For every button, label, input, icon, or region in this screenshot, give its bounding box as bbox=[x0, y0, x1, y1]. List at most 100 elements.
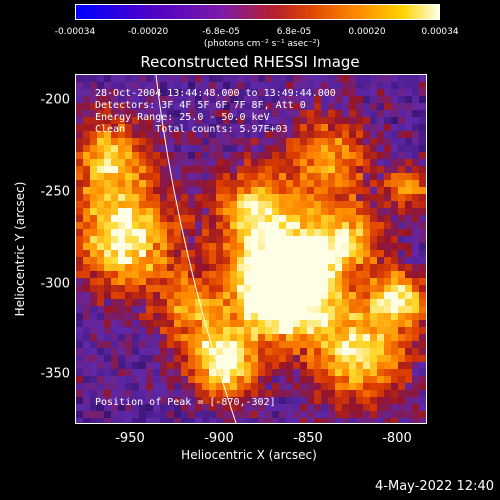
heatmap-cell bbox=[216, 411, 223, 418]
heatmap-cell bbox=[230, 215, 237, 222]
heatmap-cell bbox=[160, 411, 167, 418]
heatmap-cell bbox=[83, 103, 90, 110]
heatmap-cell bbox=[342, 166, 349, 173]
heatmap-cell bbox=[83, 166, 90, 173]
heatmap-cell bbox=[356, 124, 363, 131]
heatmap-cell bbox=[384, 278, 391, 285]
heatmap-cell bbox=[272, 355, 279, 362]
heatmap-cell bbox=[104, 173, 111, 180]
heatmap-cell bbox=[349, 264, 356, 271]
heatmap-cell bbox=[244, 103, 251, 110]
heatmap-cell bbox=[272, 145, 279, 152]
heatmap-cell bbox=[125, 229, 132, 236]
heatmap-cell bbox=[83, 201, 90, 208]
heatmap-cell bbox=[321, 243, 328, 250]
heatmap-cell bbox=[328, 152, 335, 159]
heatmap-cell bbox=[244, 124, 251, 131]
heatmap-cell bbox=[202, 278, 209, 285]
heatmap-cell bbox=[321, 369, 328, 376]
heatmap-cell bbox=[76, 299, 83, 306]
heatmap-cell bbox=[272, 215, 279, 222]
heatmap-cell bbox=[335, 96, 342, 103]
heatmap-cell bbox=[153, 243, 160, 250]
heatmap-cell bbox=[391, 278, 398, 285]
info-time: 28-Oct-2004 13:44:48.000 to 13:49:44.000 bbox=[95, 88, 336, 99]
heatmap-cell bbox=[405, 264, 412, 271]
heatmap-cell bbox=[244, 355, 251, 362]
heatmap-cell bbox=[405, 131, 412, 138]
heatmap-cell bbox=[132, 117, 139, 124]
heatmap-cell bbox=[202, 355, 209, 362]
heatmap-cell bbox=[244, 82, 251, 89]
heatmap-cell bbox=[104, 229, 111, 236]
heatmap-cell bbox=[244, 117, 251, 124]
heatmap-cell bbox=[195, 418, 202, 423]
heatmap-cell bbox=[181, 180, 188, 187]
heatmap-cell bbox=[412, 278, 419, 285]
heatmap-cell bbox=[293, 355, 300, 362]
heatmap-cell bbox=[412, 327, 419, 334]
heatmap-cell bbox=[174, 271, 181, 278]
heatmap-cell bbox=[174, 222, 181, 229]
heatmap-cell bbox=[377, 180, 384, 187]
heatmap-cell bbox=[174, 89, 181, 96]
heatmap-cell bbox=[146, 201, 153, 208]
heatmap-cell bbox=[335, 89, 342, 96]
heatmap-cell bbox=[76, 320, 83, 327]
heatmap-cell bbox=[370, 110, 377, 117]
heatmap-cell bbox=[293, 257, 300, 264]
heatmap-cell bbox=[139, 257, 146, 264]
heatmap-cell bbox=[349, 250, 356, 257]
heatmap-cell bbox=[398, 418, 405, 423]
heatmap-cell bbox=[314, 250, 321, 257]
heatmap-cell bbox=[90, 194, 97, 201]
heatmap-cell bbox=[237, 103, 244, 110]
heatmap-cell bbox=[146, 208, 153, 215]
heatmap-cell bbox=[202, 124, 209, 131]
heatmap-cell bbox=[174, 369, 181, 376]
heatmap-cell bbox=[97, 180, 104, 187]
heatmap-cell bbox=[258, 229, 265, 236]
heatmap-cell bbox=[314, 327, 321, 334]
heatmap-cell bbox=[335, 383, 342, 390]
heatmap-cell bbox=[188, 418, 195, 423]
heatmap-cell bbox=[342, 383, 349, 390]
heatmap-cell bbox=[328, 285, 335, 292]
heatmap-cell bbox=[300, 285, 307, 292]
heatmap-cell bbox=[272, 362, 279, 369]
heatmap-cell bbox=[405, 390, 412, 397]
heatmap-cell bbox=[209, 404, 216, 411]
heatmap-cell bbox=[251, 264, 258, 271]
heatmap-cell bbox=[335, 159, 342, 166]
heatmap-cell bbox=[97, 96, 104, 103]
heatmap-cell bbox=[349, 390, 356, 397]
heatmap-cell bbox=[286, 138, 293, 145]
heatmap-cell bbox=[132, 341, 139, 348]
heatmap-cell bbox=[195, 411, 202, 418]
heatmap-cell bbox=[125, 138, 132, 145]
heatmap-cell bbox=[314, 418, 321, 423]
heatmap-cell bbox=[286, 180, 293, 187]
heatmap-cell bbox=[384, 418, 391, 423]
heatmap-cell bbox=[195, 243, 202, 250]
heatmap-cell bbox=[237, 278, 244, 285]
info-energy: Energy Range: 25.0 - 50.0 keV bbox=[95, 112, 270, 123]
heatmap-cell bbox=[132, 390, 139, 397]
heatmap-cell bbox=[153, 208, 160, 215]
heatmap-cell bbox=[300, 341, 307, 348]
heatmap-cell bbox=[188, 250, 195, 257]
heatmap-cell bbox=[412, 369, 419, 376]
heatmap-cell bbox=[356, 320, 363, 327]
heatmap-cell bbox=[132, 82, 139, 89]
heatmap-cell bbox=[97, 166, 104, 173]
heatmap-cell bbox=[90, 404, 97, 411]
heatmap-cell bbox=[146, 355, 153, 362]
heatmap-cell bbox=[209, 173, 216, 180]
heatmap-cell bbox=[342, 320, 349, 327]
heatmap-cell bbox=[97, 313, 104, 320]
heatmap-cell bbox=[384, 117, 391, 124]
heatmap-cell bbox=[146, 362, 153, 369]
heatmap-cell bbox=[251, 376, 258, 383]
heatmap-cell bbox=[342, 250, 349, 257]
heatmap-cell bbox=[83, 306, 90, 313]
